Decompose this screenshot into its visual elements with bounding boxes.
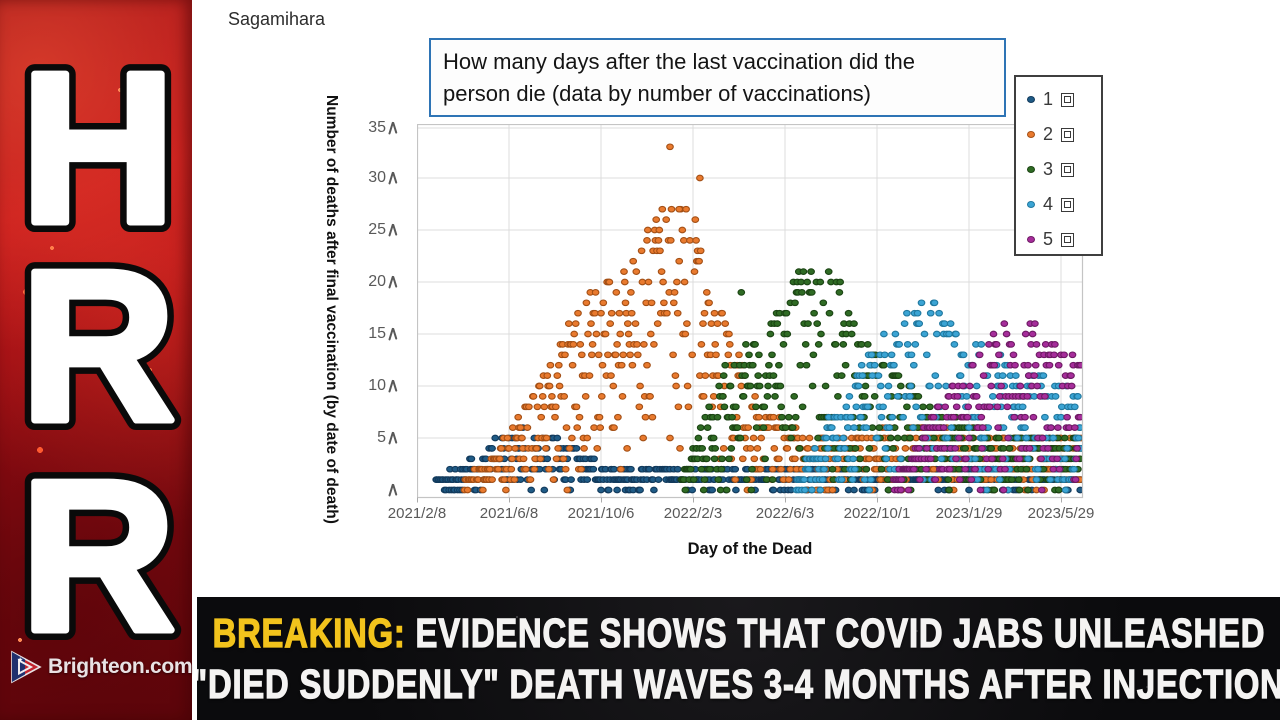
legend-marker-4 [1027,201,1035,208]
letter-r1-outline: R [20,225,175,466]
legend-item-4: 4 [1016,187,1101,222]
y-tick-20: 20 [336,272,398,292]
kai-kanji-glyph [1061,127,1075,142]
y-tick-10: 10 [336,376,398,396]
chart-title-line1: How many days after the last vaccination… [443,49,916,74]
person-kanji-glyph [387,431,398,445]
legend-item-3: 3 [1016,152,1101,187]
legend-label-1: 1 [1043,89,1054,109]
letter-h-outline: H [20,27,175,268]
person-kanji-glyph [387,275,398,289]
x-tick-marks [417,497,1062,503]
headline-line2: "DIED SUDDENLY" DEATH WAVES 3-4 MONTHS A… [197,660,1280,707]
legend-marker-2 [1027,131,1035,138]
brighteon-play-icon: ★ [11,650,42,684]
legend-item-5: 5 [1016,222,1101,257]
svg-text:★: ★ [17,656,23,664]
legend-marker-1 [1027,96,1035,103]
person-kanji-glyph [387,483,398,497]
letter-r2: R [20,435,175,676]
legend-item-1: 1 [1016,82,1101,117]
person-kanji-glyph [387,171,398,185]
breaking-label: BREAKING: [212,609,406,657]
y-tick-25: 25 [336,220,398,240]
legend-item-2: 2 [1016,117,1101,152]
letter-r2-outline: R [20,435,175,676]
brighteon-logo: ★ Brighteon.com [10,650,193,684]
kai-kanji-glyph [1061,197,1075,212]
person-kanji-glyph [387,379,398,393]
headline-line1-rest: EVIDENCE SHOWS THAT COVID JABS UNLEASHED [405,609,1265,657]
person-kanji-glyph [387,121,398,135]
legend-label-3: 3 [1043,159,1054,179]
legend-label-5: 5 [1043,229,1054,249]
hrr-letters: H H R R R R [10,17,185,686]
chart-title-box: How many days after the last vaccination… [429,38,1006,117]
scatter-plot [417,124,1084,503]
kai-kanji-glyph [1061,232,1075,247]
headline-line1: BREAKING: EVIDENCE SHOWS THAT COVID JABS… [212,609,1265,657]
kai-kanji-glyph [1061,162,1075,177]
kai-kanji-glyph [1061,92,1075,107]
legend-marker-3 [1027,166,1035,173]
person-kanji-glyph [387,223,398,237]
brand-band: H H R R R R ★ Brighteon.com [0,0,193,720]
series-5-dots [890,320,1082,494]
legend-label-4: 4 [1043,194,1054,214]
x-tick-2021/6/8: 2021/6/8 [479,505,539,522]
y-tick-0 [336,480,398,500]
x-tick-2022/6/3: 2022/6/3 [755,505,815,522]
plot-border [417,124,1084,499]
y-axis-title: Number of deaths after final vaccination… [323,95,340,524]
y-tick-30: 30 [336,168,398,188]
legend-label-2: 2 [1043,124,1054,144]
y-tick-5: 5 [336,428,398,448]
x-tick-2023/1/29: 2023/1/29 [935,505,1003,522]
x-axis-title: Day of the Dead [687,540,813,558]
x-tick-2023/5/29: 2023/5/29 [1027,505,1095,522]
x-tick-2021/2/8: 2021/2/8 [387,505,447,522]
brighteon-logo-text: Brighteon.com [48,655,193,678]
region-label: Sagamihara [228,9,326,29]
legend-marker-5 [1027,236,1035,243]
letter-h: H [20,27,175,268]
chart-legend: 1 2 3 4 5 [1014,75,1103,256]
headline-banner: BREAKING: EVIDENCE SHOWS THAT COVID JABS… [197,597,1280,720]
y-tick-15: 15 [336,324,398,344]
chart-title-line2: person die (data by number of vaccinatio… [443,80,872,106]
letter-r1: R [20,225,175,466]
person-kanji-glyph [387,327,398,341]
x-tick-2022/2/3: 2022/2/3 [663,505,723,522]
y-tick-35: 35 [336,118,398,138]
x-tick-2022/10/1: 2022/10/1 [843,505,911,522]
x-tick-2021/10/6: 2021/10/6 [567,505,635,522]
